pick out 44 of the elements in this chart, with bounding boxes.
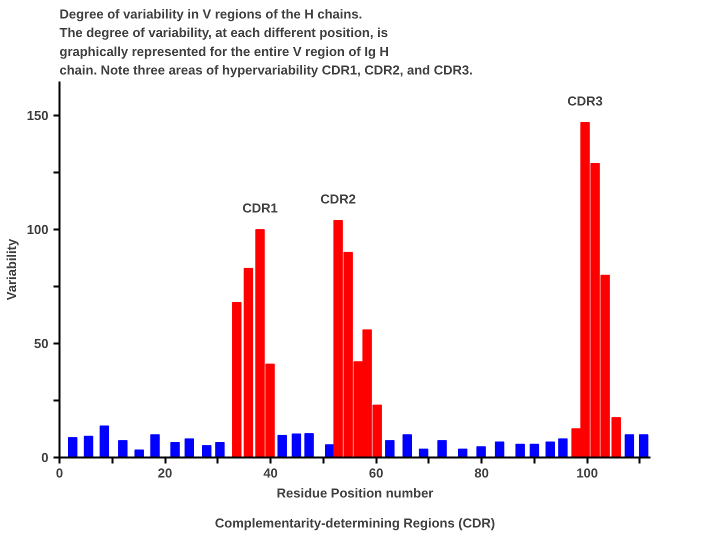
x-tick-label: 80 — [474, 466, 489, 480]
y-tick-label: 150 — [26, 108, 49, 124]
bar — [202, 445, 212, 458]
bar — [170, 442, 180, 458]
y-tick-label: 0 — [41, 450, 49, 465]
bar — [494, 442, 504, 458]
bar — [385, 440, 395, 458]
annotation: CDR1 — [242, 200, 278, 216]
bar — [418, 448, 428, 458]
bar — [638, 434, 648, 458]
bar — [68, 437, 78, 458]
bar — [458, 448, 468, 458]
bar — [150, 434, 160, 458]
y-tick-label: 100 — [26, 222, 49, 238]
annotation: CDR2 — [320, 192, 356, 207]
bar — [232, 302, 242, 458]
bar — [84, 436, 94, 458]
y-axis-title: Variability — [4, 238, 19, 300]
x-axis-title: Residue Position number — [276, 486, 434, 500]
bar — [515, 444, 525, 458]
x-tick-label: 40 — [263, 466, 278, 480]
bar — [118, 440, 128, 458]
y-tick-label: 50 — [34, 336, 49, 352]
x-tick-label: 60 — [368, 466, 384, 480]
bar — [476, 446, 486, 458]
bar — [292, 434, 302, 458]
bar — [530, 444, 540, 458]
bar — [277, 434, 287, 458]
x-tick-label: 20 — [158, 466, 172, 480]
x-tick-label: 0 — [56, 466, 64, 480]
bar — [244, 268, 254, 458]
bar — [624, 434, 634, 458]
annotation: CDR3 — [567, 94, 603, 109]
x-tick-label: 100 — [576, 466, 598, 480]
bar — [100, 426, 110, 458]
bar — [546, 442, 555, 458]
bar — [402, 434, 412, 458]
bar — [558, 438, 568, 458]
bar — [437, 440, 447, 458]
bar — [304, 433, 314, 458]
text: Complementarity-determining Regions (CDR) — [214, 516, 496, 530]
bar — [215, 442, 225, 458]
bar — [184, 438, 194, 458]
chart-title: Degree of variability in V regions of the H chains. The degree of variability, at each different position, is graphically represented for the entire V region of Ig H chain. Note three areas of hypervariability CDR1, CDR2, and CDR3. — [60, 6, 473, 78]
